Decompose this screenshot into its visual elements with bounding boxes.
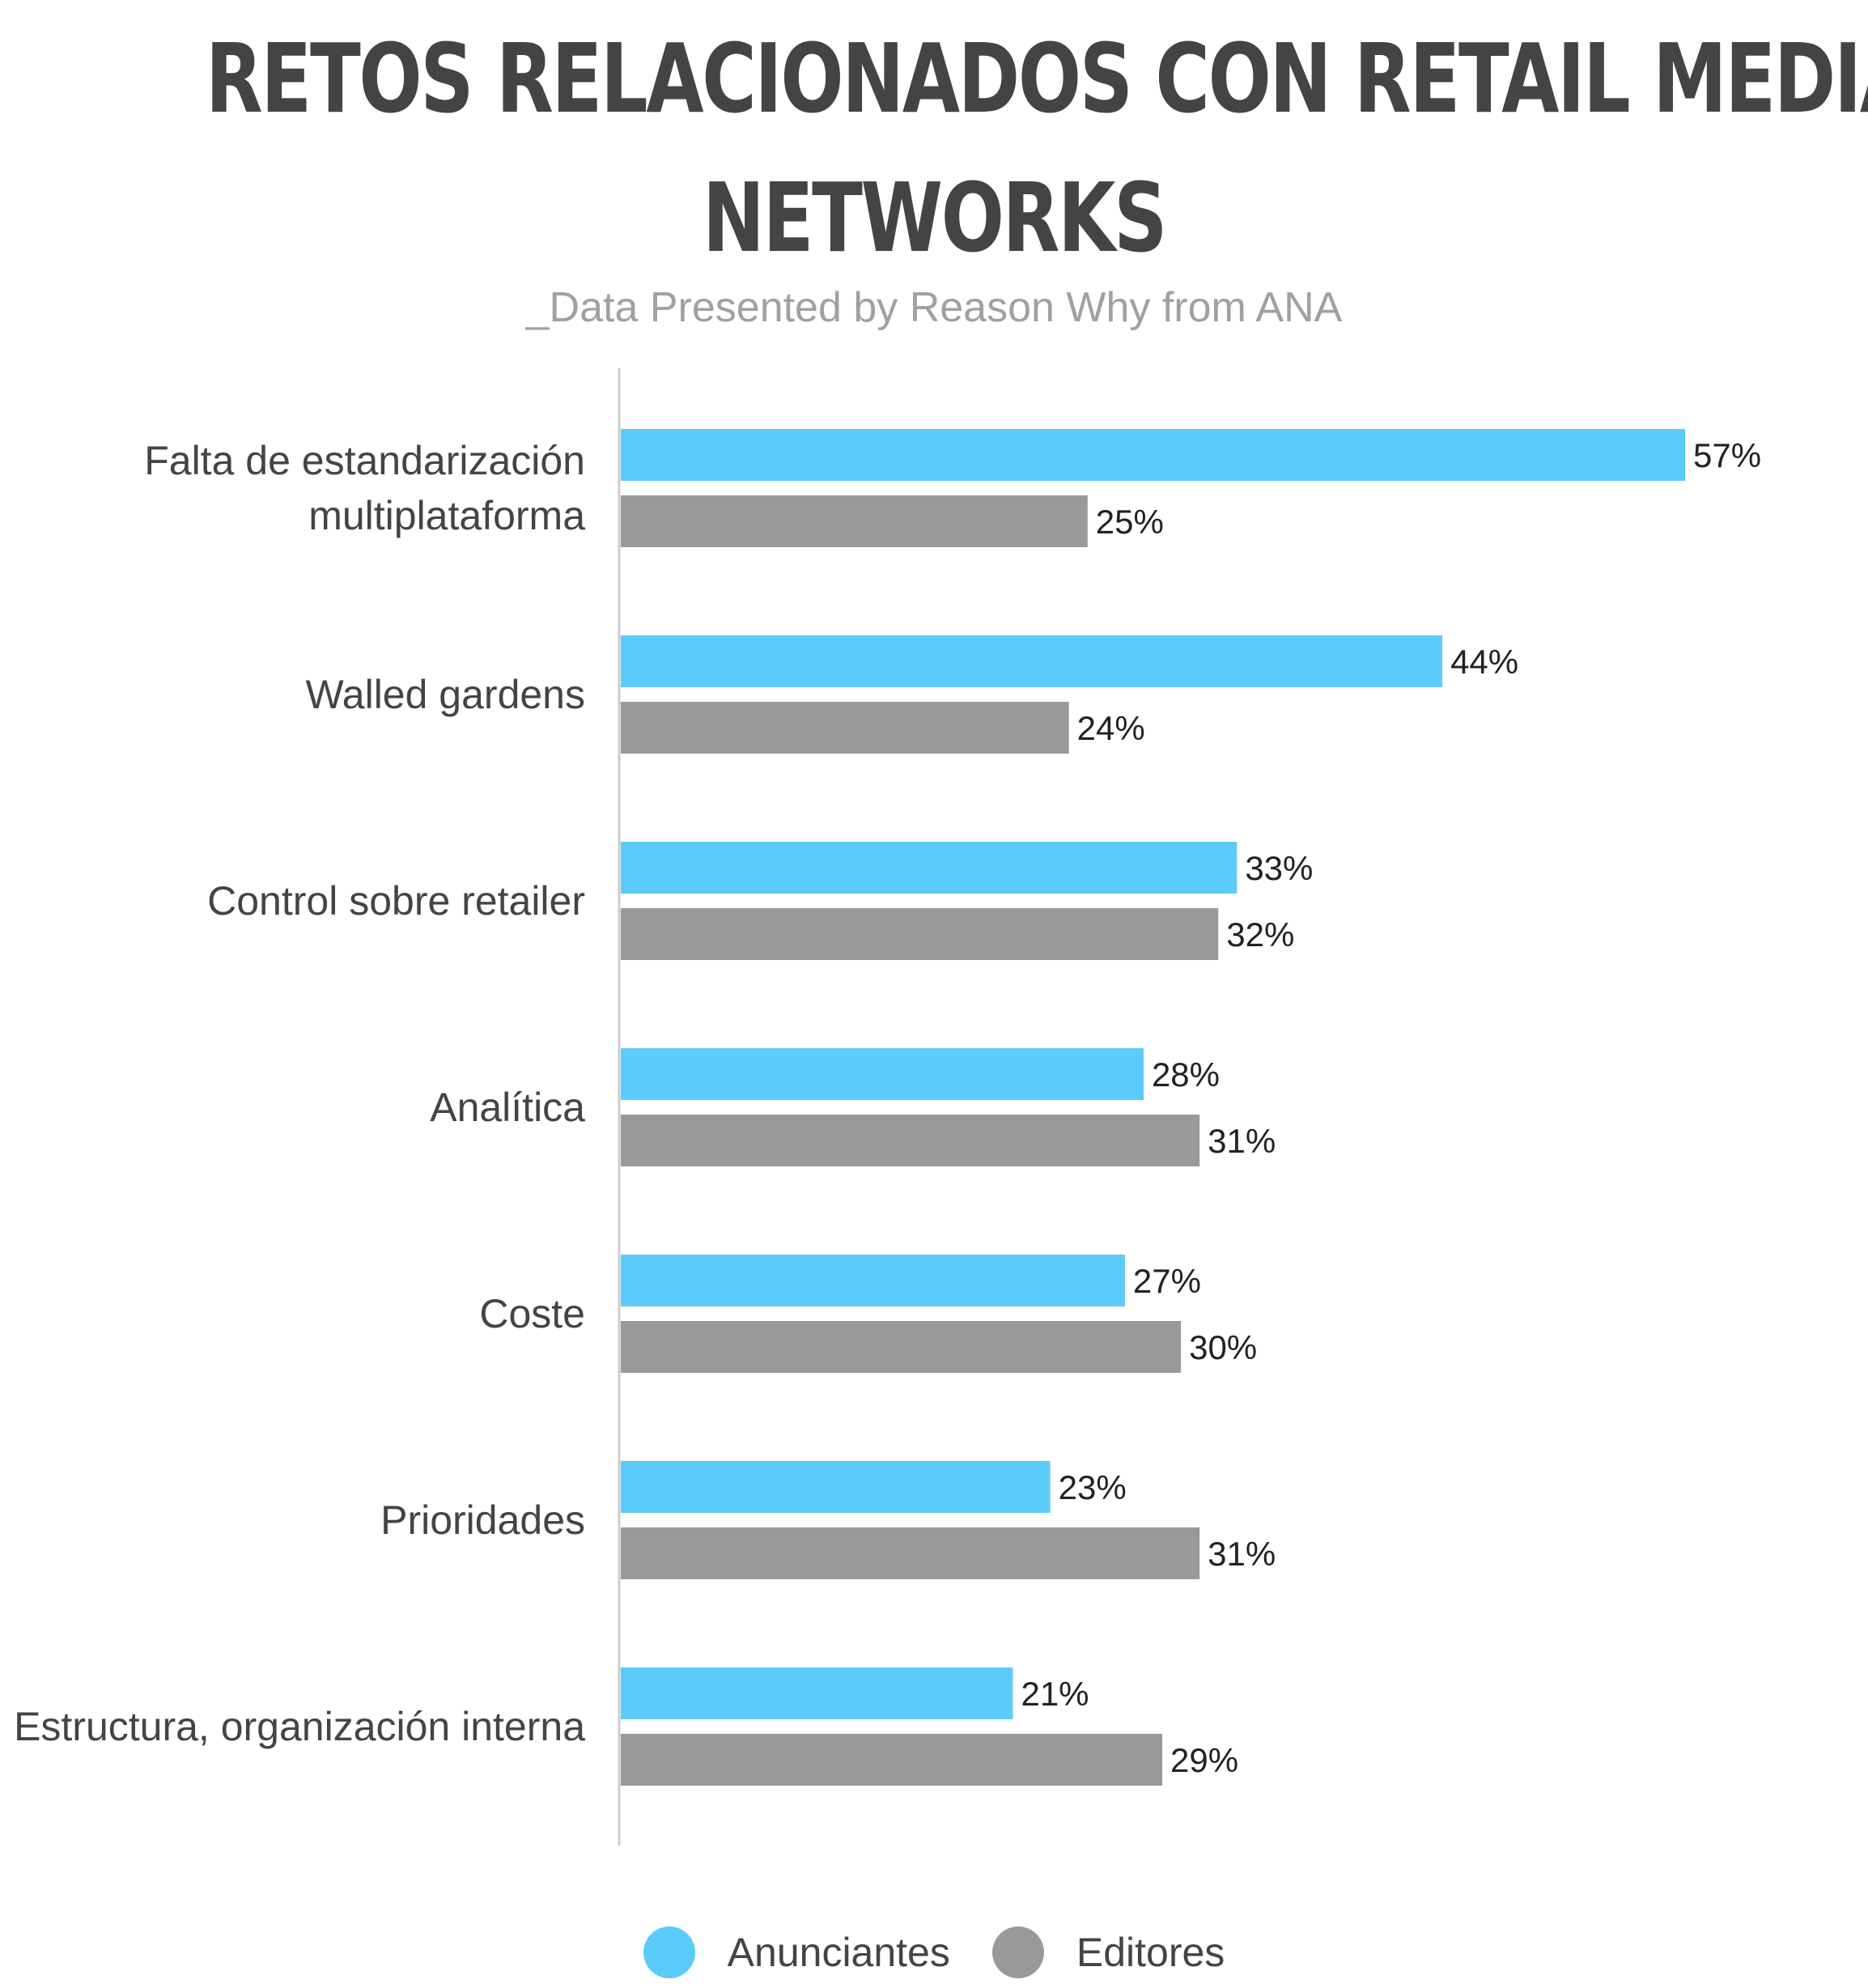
bar-anunciantes-1 [621,635,1443,687]
chart-title-line-2: NETWORKS [702,162,1168,274]
bar-editores-3 [621,1115,1200,1166]
category-label-6: Estructura, organización interna [14,1704,585,1749]
data-label-anunciantes-0: 57% [1693,436,1761,474]
category-label-4: Coste [479,1291,585,1336]
category-label-1: Walled gardens [305,672,585,717]
category-label-5: Prioridades [380,1497,585,1543]
legend-label-editores: Editores [1076,1930,1225,1975]
legend: Anunciantes Editores [0,1926,1868,1978]
data-label-editores-4: 30% [1189,1328,1257,1366]
bar-anunciantes-0 [621,429,1685,481]
data-label-anunciantes-5: 23% [1059,1468,1127,1506]
data-label-anunciantes-1: 44% [1450,643,1518,681]
data-label-anunciantes-2: 33% [1245,849,1313,887]
bar-editores-0 [621,495,1088,547]
bar-anunciantes-3 [621,1048,1144,1100]
data-label-editores-6: 29% [1170,1741,1238,1779]
category-label-0-line-0: Falta de estandarización [144,438,585,483]
category-label-0-line-1: multiplataforma [308,493,585,538]
data-label-editores-3: 31% [1208,1122,1276,1160]
bar-editores-4 [621,1321,1182,1373]
bar-anunciantes-2 [621,842,1238,894]
chart-title-line-1: RETOS RELACIONADOS CON RETAIL MEDIA [205,23,1868,134]
category-label-3: Analítica [430,1085,585,1130]
legend-item-editores: Editores [991,1926,1225,1978]
data-label-editores-2: 32% [1226,915,1294,954]
legend-swatch-anunciantes [643,1926,695,1978]
bar-anunciantes-6 [621,1667,1013,1719]
data-label-anunciantes-4: 27% [1133,1262,1201,1300]
bar-editores-5 [621,1527,1200,1579]
chart-subtitle: _Data Presented by Reason Why from ANA [525,284,1343,331]
legend-item-anunciantes: Anunciantes [643,1926,950,1978]
bar-anunciantes-5 [621,1461,1051,1513]
data-label-editores-1: 24% [1077,709,1145,747]
bar-anunciantes-4 [621,1255,1125,1306]
data-label-editores-5: 31% [1208,1535,1276,1573]
bar-editores-2 [621,908,1219,960]
bar-editores-1 [621,702,1069,754]
data-label-editores-0: 25% [1096,503,1164,541]
data-label-anunciantes-3: 28% [1152,1056,1220,1094]
legend-label-anunciantes: Anunciantes [727,1930,950,1975]
legend-swatch-editores [991,1926,1044,1978]
category-label-2: Control sobre retailer [207,878,585,924]
data-label-anunciantes-6: 21% [1021,1675,1089,1713]
bar-editores-6 [621,1734,1163,1786]
